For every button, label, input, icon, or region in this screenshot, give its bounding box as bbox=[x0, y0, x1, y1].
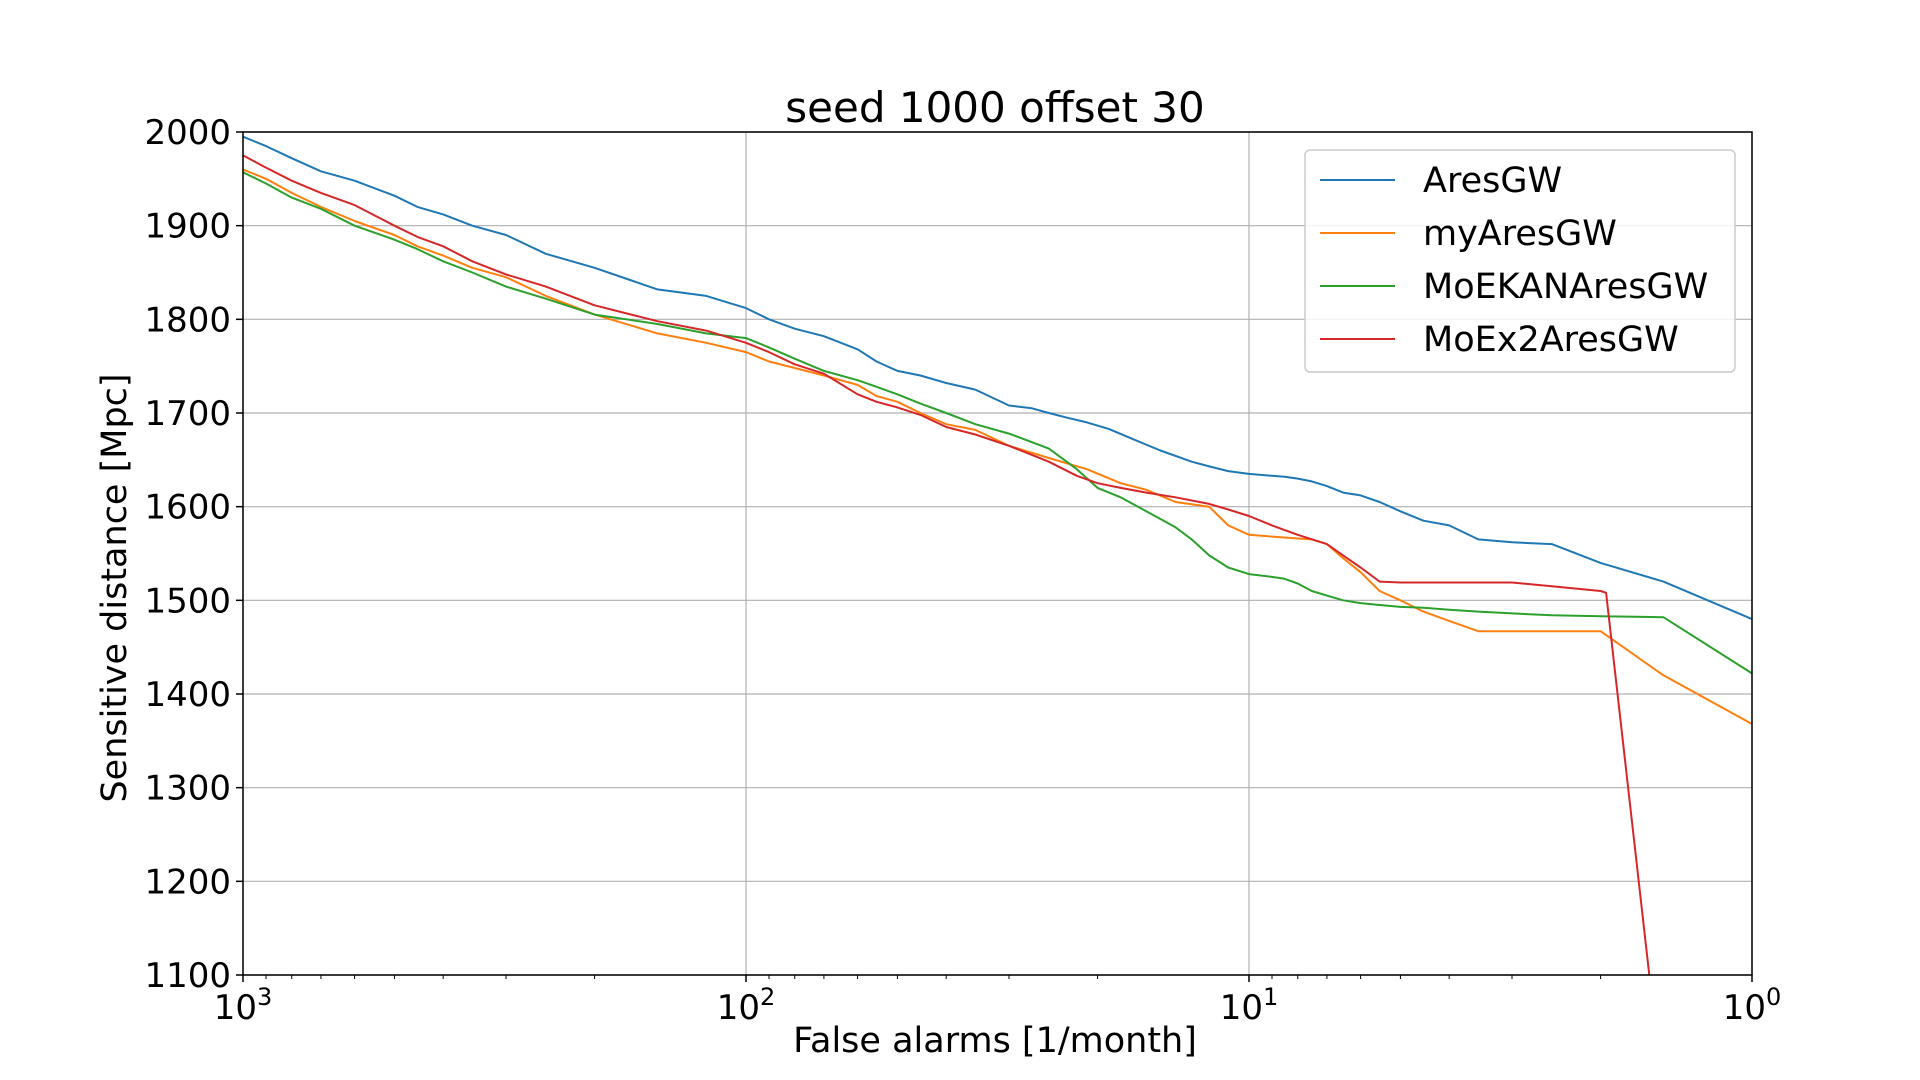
x-tick-label: 103 bbox=[214, 983, 273, 1028]
x-axis-label: False alarms [1/month] bbox=[793, 1021, 1197, 1061]
legend: AresGW myAresGW MoEKANAresGW MoEx2AresGW bbox=[1304, 149, 1736, 373]
x-tick-label: 100 bbox=[1723, 983, 1782, 1028]
x-tick-label: 101 bbox=[1220, 983, 1279, 1028]
y-tick-label: 1100 bbox=[144, 956, 231, 996]
y-tick-label: 1600 bbox=[144, 488, 231, 528]
plot-frame bbox=[242, 131, 1753, 976]
legend-label: MoEx2AresGW bbox=[1423, 320, 1679, 360]
series-line-moex2aresgw bbox=[242, 154, 1651, 976]
x-tick-label: 102 bbox=[717, 983, 776, 1028]
y-tick-label: 1800 bbox=[144, 300, 231, 340]
legend-label: AresGW bbox=[1423, 161, 1562, 201]
y-tick-label: 1900 bbox=[144, 207, 231, 247]
y-tick-label: 1300 bbox=[144, 769, 231, 809]
y-tick-label: 1200 bbox=[144, 862, 231, 902]
legend-box bbox=[1304, 149, 1736, 373]
y-axis-label: Sensitive distance [Mpc] bbox=[95, 373, 135, 802]
chart-title: seed 1000 offset 30 bbox=[785, 83, 1204, 132]
legend-label: myAresGW bbox=[1423, 214, 1617, 254]
series-line-moekanaresgw bbox=[242, 171, 1753, 675]
y-tick-label: 1400 bbox=[144, 675, 231, 715]
series-lines bbox=[242, 135, 1753, 976]
y-tick-label: 2000 bbox=[144, 113, 231, 153]
legend-label: MoEKANAresGW bbox=[1423, 267, 1708, 307]
y-tick-label: 1700 bbox=[144, 394, 231, 434]
axis-ticks: 1100 1200 1300 1400 1500 1600 1700 1800 1900 2000… bbox=[144, 113, 1781, 1028]
series-line-aresgw bbox=[242, 135, 1753, 621]
y-tick-label: 1500 bbox=[144, 581, 231, 621]
